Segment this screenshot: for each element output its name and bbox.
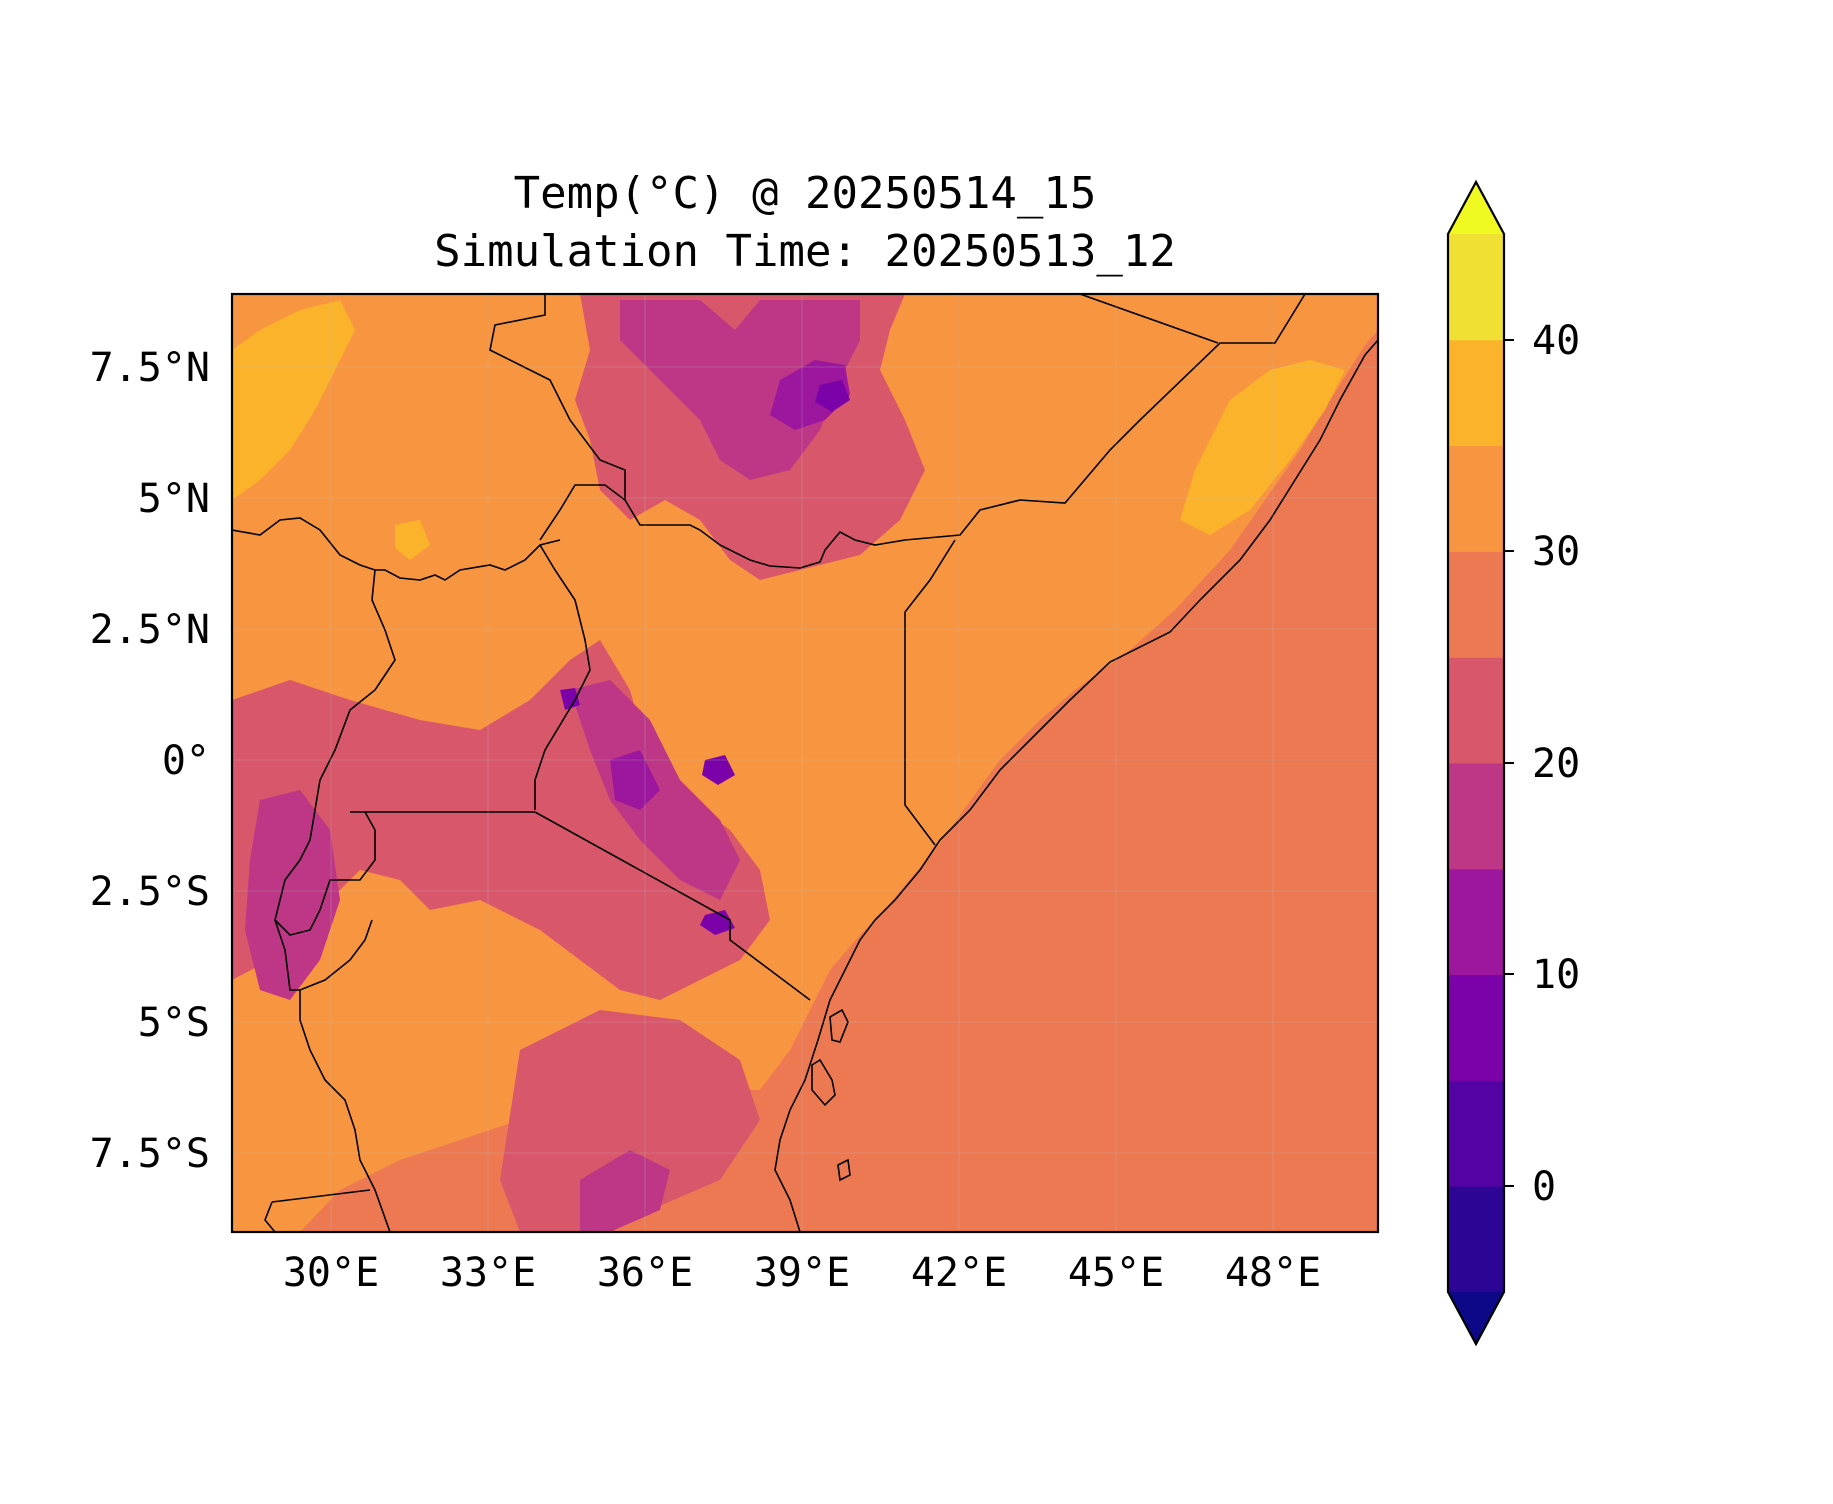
- title-line-2: Simulation Time: 20250513_12: [434, 226, 1176, 277]
- highland-cold-region: [245, 790, 340, 1000]
- colorbar-segment: [1448, 551, 1504, 658]
- island: [837, 1158, 851, 1182]
- summit-region: [815, 380, 850, 412]
- island: [811, 1058, 836, 1107]
- y-tick-label: 0°: [162, 738, 210, 784]
- border-line: [299, 990, 391, 1232]
- x-tick-label: 48°E: [1225, 1250, 1321, 1296]
- border-line: [534, 811, 811, 1001]
- x-tick-label: 42°E: [911, 1250, 1007, 1296]
- border-line: [309, 569, 396, 841]
- colorbar-labels: 0 10 20 30 40: [1532, 318, 1580, 1210]
- colorbar-ticks: [1504, 339, 1514, 1187]
- y-tick-label: 2.5°S: [90, 869, 210, 915]
- border-line: [904, 294, 1306, 541]
- x-axis-labels: 30°E 33°E 36°E 39°E 42°E 45°E 48°E: [283, 1250, 1321, 1296]
- peak-cold-region: [610, 750, 660, 810]
- border-line: [274, 919, 373, 991]
- summit-region: [700, 910, 735, 935]
- x-tick-label: 36°E: [597, 1250, 693, 1296]
- border-line: [232, 517, 561, 581]
- y-tick-label: 5°S: [138, 1000, 210, 1046]
- colorbar-segment: [1448, 1080, 1504, 1187]
- border-line: [264, 1201, 276, 1232]
- y-axis-labels: 7.5°N 5°N 2.5°N 0° 2.5°S 5°S 7.5°S: [90, 345, 210, 1177]
- summit-region: [560, 688, 580, 710]
- land-hot-region: [232, 294, 1378, 1232]
- land-very-hot-patch: [395, 520, 430, 560]
- highland-cool-region: [500, 1010, 760, 1232]
- border-line: [274, 811, 376, 936]
- colorbar-tick-label: 40: [1532, 318, 1580, 364]
- colorbar-segment: [1448, 868, 1504, 976]
- colorbar-segment: [1448, 234, 1504, 341]
- x-tick-label: 33°E: [440, 1250, 536, 1296]
- colorbar-segments: [1448, 234, 1504, 1293]
- border-line: [539, 484, 906, 569]
- border-line: [271, 1189, 371, 1203]
- colorbar-tick-label: 20: [1532, 741, 1580, 787]
- y-tick-label: 7.5°N: [90, 345, 210, 391]
- colorbar-segment: [1448, 974, 1504, 1081]
- x-tick-label: 45°E: [1068, 1250, 1164, 1296]
- colorbar-tick-label: 0: [1532, 1164, 1556, 1210]
- colorbar-bottom-extend: [1448, 1292, 1504, 1344]
- highland-cold-region: [580, 1150, 670, 1232]
- map-panel: [232, 294, 1378, 1232]
- y-tick-label: 2.5°N: [90, 607, 210, 653]
- colorbar-outline: [1446, 179, 1506, 1347]
- colorbar-segment: [1448, 763, 1504, 870]
- colorbar-tick-label: 30: [1532, 529, 1580, 575]
- map-frame: [230, 292, 1380, 1234]
- colorbar-segment: [1448, 445, 1504, 552]
- colorbar-segment: [1448, 1186, 1504, 1293]
- coastline: [774, 339, 1378, 1232]
- highland-cold-region: [620, 300, 860, 480]
- border-line: [489, 294, 626, 500]
- colorbar-top-extend: [1448, 182, 1504, 234]
- colorbar-segment: [1448, 657, 1504, 764]
- island: [829, 1008, 849, 1043]
- border-line: [534, 544, 591, 810]
- border-line: [904, 539, 956, 846]
- y-tick-label: 7.5°S: [90, 1131, 210, 1177]
- colorbar-tick-label: 10: [1532, 952, 1580, 998]
- x-tick-label: 30°E: [283, 1250, 379, 1296]
- peak-cold-region: [770, 360, 850, 430]
- land-very-hot-patch: [232, 300, 355, 500]
- gridlines: [232, 294, 1378, 1232]
- borders: [232, 294, 1378, 1232]
- border-line: [1079, 294, 1219, 344]
- colorbar-segment: [1448, 339, 1504, 447]
- summit-region: [702, 755, 735, 785]
- colorbar: 0 10 20 30 40: [1446, 179, 1580, 1347]
- title-line-1: Temp(°C) @ 20250514_15: [514, 168, 1097, 219]
- land-very-hot-patch: [1180, 360, 1345, 535]
- y-tick-label: 5°N: [138, 476, 210, 522]
- x-tick-label: 39°E: [754, 1250, 850, 1296]
